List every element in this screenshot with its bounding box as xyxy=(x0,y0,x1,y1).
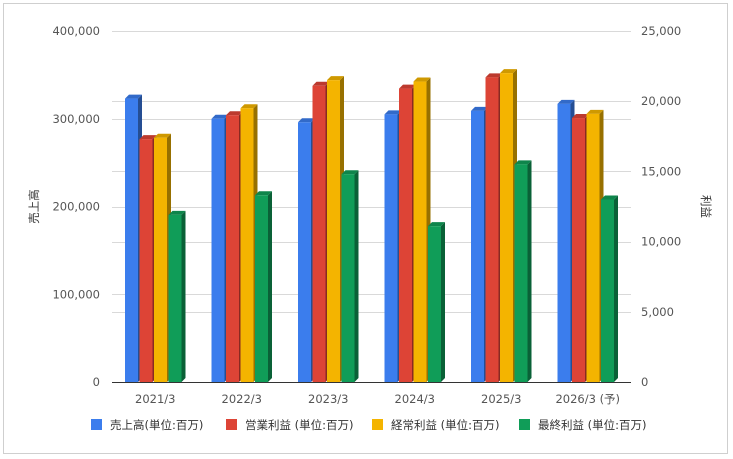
bar xyxy=(341,170,359,382)
right-tick-label: 20,000 xyxy=(641,94,681,108)
left-tick-label: 400,000 xyxy=(52,24,100,38)
bar xyxy=(428,222,445,382)
bar-chart: 0 100,000 200,000 300,000 400,000 0 5,000 10,0… xyxy=(27,24,713,432)
legend: 売上高(単位:百万) 営業利益 (単位:百万) 経常利益 (単位:百万) 最終利益 (… xyxy=(91,418,647,432)
category-label: 2023/3 xyxy=(308,392,348,406)
bar xyxy=(601,195,618,382)
left-tick-label: 200,000 xyxy=(52,200,100,214)
legend-label: 経常利益 (単位:百万) xyxy=(391,418,500,432)
bars xyxy=(125,69,618,383)
bar xyxy=(298,118,315,382)
bar xyxy=(413,77,431,382)
bar xyxy=(240,104,258,382)
legend-item: 営業利益 (単位:百万) xyxy=(226,418,354,432)
bar xyxy=(557,99,575,383)
bar xyxy=(586,109,604,382)
right-axis-title: 利益 xyxy=(699,195,713,218)
legend-swatch xyxy=(372,419,383,430)
left-axis-title: 売上高 xyxy=(27,189,41,224)
bar xyxy=(572,114,589,382)
legend-item: 最終利益 (単位:百万) xyxy=(519,418,647,432)
legend-label: 最終利益 (単位:百万) xyxy=(538,418,647,432)
bar xyxy=(168,210,186,382)
legend-item: 売上高(単位:百万) xyxy=(91,418,203,432)
bar xyxy=(255,191,272,382)
bar xyxy=(500,69,517,383)
right-tick-label: 0 xyxy=(641,375,648,389)
gridlines xyxy=(112,31,631,383)
legend-label: 売上高(単位:百万) xyxy=(110,418,203,432)
legend-label: 営業利益 (単位:百万) xyxy=(245,418,354,432)
left-axis-ticks: 0 100,000 200,000 300,000 400,000 xyxy=(52,24,100,389)
category-label: 2021/3 xyxy=(135,392,175,406)
category-label: 2026/3 (予) xyxy=(555,392,620,406)
right-axis-ticks: 0 5,000 10,000 15,000 20,000 25,000 xyxy=(641,24,681,389)
bar xyxy=(384,110,402,383)
legend-item: 経常利益 (単位:百万) xyxy=(372,418,500,432)
bar xyxy=(485,73,503,382)
bar xyxy=(139,135,157,382)
bar xyxy=(226,111,243,383)
left-tick-label: 300,000 xyxy=(52,112,100,126)
right-tick-label: 15,000 xyxy=(641,164,681,178)
bar xyxy=(471,106,488,382)
bar xyxy=(211,114,229,382)
category-label: 2025/3 xyxy=(481,392,521,406)
bar xyxy=(514,160,532,382)
category-label: 2022/3 xyxy=(222,392,262,406)
bar xyxy=(399,84,416,383)
legend-swatch xyxy=(519,419,530,430)
legend-swatch xyxy=(226,419,237,430)
right-tick-label: 10,000 xyxy=(641,235,681,249)
chart-frame: 0 100,000 200,000 300,000 400,000 0 5,000 10,0… xyxy=(3,3,728,454)
bar xyxy=(327,76,344,382)
bar xyxy=(125,94,142,382)
right-tick-label: 5,000 xyxy=(641,305,674,319)
left-tick-label: 100,000 xyxy=(52,287,100,301)
right-tick-label: 25,000 xyxy=(641,24,681,38)
bar xyxy=(312,81,330,383)
left-tick-label: 0 xyxy=(93,375,100,389)
category-label: 2024/3 xyxy=(395,392,435,406)
legend-swatch xyxy=(91,419,102,430)
bar xyxy=(154,133,171,382)
category-labels: 2021/3 2022/3 2023/3 2024/3 2025/3 2026/3 (予) xyxy=(135,392,620,406)
